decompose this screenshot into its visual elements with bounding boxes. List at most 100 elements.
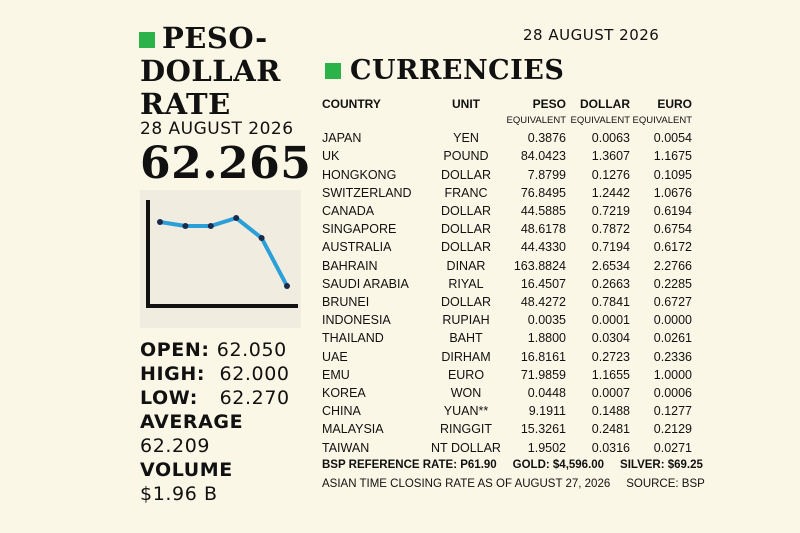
- cell-country: UK: [322, 149, 340, 164]
- table-row: SINGAPORE DOLLAR 48.6178 0.7872 0.6754: [322, 220, 692, 238]
- cell-euro: 0.1277: [653, 404, 692, 419]
- table-row: AUSTRALIA DOLLAR 44.4330 0.7194 0.6172: [322, 238, 692, 256]
- volume-value: $1.96 B: [140, 483, 218, 505]
- title-line-2: DOLLAR: [140, 54, 281, 88]
- cell-unit: WON: [450, 386, 482, 401]
- left-date: 28 AUGUST 2026: [140, 119, 294, 139]
- cell-country: CANADA: [322, 204, 375, 219]
- cell-unit: EURO: [447, 367, 485, 382]
- table-row: INDONESIA RUPIAH 0.0035 0.0001 0.0000: [322, 311, 692, 329]
- volume-label: VOLUME: [140, 459, 233, 481]
- right-date: 28 AUGUST 2026: [523, 26, 660, 44]
- table-row: UAE DIRHAM 16.8161 0.2723 0.2336: [322, 348, 692, 366]
- rate-point: [182, 223, 189, 229]
- rate-point: [207, 223, 214, 229]
- cell-dollar: 0.7194: [591, 240, 630, 255]
- cell-dollar: 0.2663: [591, 276, 630, 291]
- cell-euro: 0.0006: [653, 386, 692, 401]
- subheader-blank: [322, 113, 428, 129]
- cell-euro: 0.0054: [653, 131, 692, 146]
- cell-euro: 0.6194: [653, 204, 692, 219]
- low-stat: LOW: 62.270: [140, 387, 290, 409]
- cell-country: INDONESIA: [322, 313, 391, 328]
- table-row: CHINA YUAN** 9.1911 0.1488 0.1277: [322, 402, 692, 420]
- cell-peso: 48.6178: [520, 222, 566, 237]
- cell-euro: 0.0000: [653, 313, 692, 328]
- low-value: 62.270: [219, 387, 290, 409]
- cell-unit: YUAN**: [443, 404, 489, 419]
- cell-unit: RINGGIT: [439, 422, 493, 437]
- cell-country: EMU: [322, 367, 350, 382]
- cell-peso: 0.0035: [527, 313, 566, 328]
- cell-dollar: 0.0001: [591, 313, 630, 328]
- cell-unit: RIYAL: [448, 276, 484, 291]
- cell-unit: RUPIAH: [442, 313, 490, 328]
- cell-peso: 9.1911: [528, 404, 566, 419]
- table-subheader-row: EQUIVALENT EQUIVALENT EQUIVALENT: [322, 113, 692, 129]
- header-euro: EURO: [657, 97, 692, 111]
- header-dollar: DOLLAR: [580, 97, 630, 111]
- cell-unit: DOLLAR: [440, 295, 492, 310]
- cell-euro: 0.2129: [653, 422, 692, 437]
- cell-peso: 44.4330: [520, 240, 566, 255]
- cell-unit: DINAR: [446, 258, 486, 273]
- cell-unit: POUND: [443, 149, 489, 164]
- cell-unit: DIRHAM: [441, 349, 491, 364]
- subheader-dollar: EQUIVALENT: [570, 115, 630, 127]
- open-label: OPEN:: [140, 339, 210, 361]
- open-stat: OPEN: 62.050: [140, 339, 287, 361]
- table-row: TAIWAN NT DOLLAR 1.9502 0.0316 0.0271: [322, 439, 692, 457]
- cell-peso: 76.8495: [520, 185, 566, 200]
- cell-country: JAPAN: [322, 131, 362, 146]
- cell-euro: 0.0261: [653, 331, 692, 346]
- table-row: THAILAND BAHT 1.8800 0.0304 0.0261: [322, 329, 692, 347]
- cell-euro: 0.1095: [653, 167, 692, 182]
- cell-peso: 16.4507: [520, 276, 566, 291]
- cell-country: BRUNEI: [322, 295, 370, 310]
- cell-peso: 163.8824: [513, 258, 566, 273]
- table-row: HONGKONG DOLLAR 7.8799 0.1276 0.1095: [322, 166, 692, 184]
- cell-dollar: 0.7841: [591, 295, 630, 310]
- rate-point: [157, 219, 163, 225]
- cell-unit: NT DOLLAR: [431, 440, 501, 455]
- rate-point: [233, 215, 240, 221]
- cell-unit: DOLLAR: [440, 167, 492, 182]
- cell-country: SINGAPORE: [322, 222, 397, 237]
- closing-rate: 62.265: [140, 138, 312, 189]
- table-row: MALAYSIA RINGGIT 15.3261 0.2481 0.2129: [322, 420, 692, 438]
- table-row: KOREA WON 0.0448 0.0007 0.0006: [322, 384, 692, 402]
- rate-chart: [140, 190, 301, 328]
- subheader-euro: EQUIVALENT: [632, 115, 692, 127]
- average-label: AVERAGE: [140, 411, 244, 433]
- header-peso: PESO: [532, 97, 566, 111]
- cell-euro: 0.0271: [653, 440, 692, 455]
- cell-country: SWITZERLAND: [322, 185, 412, 200]
- cell-euro: 1.1675: [653, 149, 692, 164]
- cell-dollar: 1.2442: [591, 185, 630, 200]
- cell-country: UAE: [322, 349, 348, 364]
- cell-dollar: 0.1276: [591, 167, 630, 182]
- table-row: CANADA DOLLAR 44.5885 0.7219 0.6194: [322, 202, 692, 220]
- title-line-3: RATE: [140, 87, 231, 121]
- cell-unit: DOLLAR: [440, 222, 492, 237]
- cell-country: SAUDI ARABIA: [322, 276, 409, 291]
- cell-country: CHINA: [322, 404, 361, 419]
- cell-peso: 48.4272: [520, 295, 566, 310]
- currencies-section-marker: [325, 63, 341, 79]
- peso-dollar-title: PESO- DOLLAR RATE: [140, 22, 290, 121]
- header-unit: UNIT: [452, 97, 480, 111]
- cell-peso: 15.3261: [520, 422, 566, 437]
- table-header-row: COUNTRY UNIT PESO DOLLAR EURO: [322, 95, 692, 113]
- cell-dollar: 0.1488: [591, 404, 630, 419]
- cell-country: MALAYSIA: [322, 422, 384, 437]
- table-row: SWITZERLAND FRANC 76.8495 1.2442 1.0676: [322, 184, 692, 202]
- cell-unit: YEN: [453, 131, 479, 146]
- high-stat: HIGH: 62.000: [140, 363, 290, 385]
- cell-dollar: 0.0063: [591, 131, 630, 146]
- cell-country: THAILAND: [322, 331, 384, 346]
- rate-series-line: [159, 216, 289, 287]
- cell-unit: BAHT: [449, 331, 483, 346]
- cell-euro: 0.6754: [653, 222, 692, 237]
- cell-euro: 0.6727: [653, 295, 692, 310]
- rate-chart-svg: [146, 200, 298, 308]
